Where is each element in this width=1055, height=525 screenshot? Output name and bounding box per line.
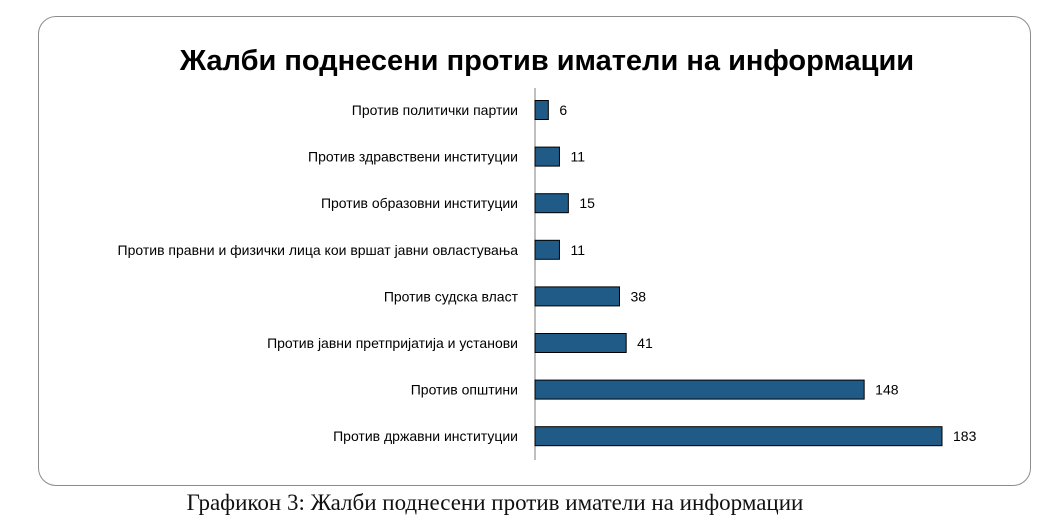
data-label: 11 xyxy=(570,149,585,165)
bar xyxy=(534,426,943,447)
category-label: Против јавни претпријатија и установи xyxy=(267,335,518,351)
bar xyxy=(534,146,560,167)
bar xyxy=(534,193,569,214)
data-label: 41 xyxy=(637,335,653,351)
data-label: 6 xyxy=(559,102,567,118)
data-label: 38 xyxy=(631,288,647,304)
bar xyxy=(534,286,621,307)
bar xyxy=(534,100,549,120)
category-label: Против општини xyxy=(411,382,518,398)
category-label: Против правни и физички лица кои вршат ј… xyxy=(118,242,519,258)
category-label: Против образовни институции xyxy=(321,195,518,211)
data-label: 11 xyxy=(570,242,585,258)
figure-caption: Графикон 3: Жалби поднесени против имате… xyxy=(186,490,804,515)
bar xyxy=(534,379,865,400)
data-label: 183 xyxy=(953,428,977,444)
bar xyxy=(534,333,627,353)
category-label: Против здравствени институции xyxy=(308,149,518,165)
category-label: Против државни институции xyxy=(333,428,518,444)
data-label: 15 xyxy=(579,195,595,211)
bar xyxy=(534,239,560,260)
bars-group: Против политички партии 6 Против здравстве… xyxy=(118,100,977,447)
data-label: 148 xyxy=(875,382,899,398)
chart-title: Жалби поднесени против иматели на информ… xyxy=(179,45,914,77)
category-label: Против судска власт xyxy=(384,288,519,304)
category-label: Против политички партии xyxy=(352,102,518,118)
